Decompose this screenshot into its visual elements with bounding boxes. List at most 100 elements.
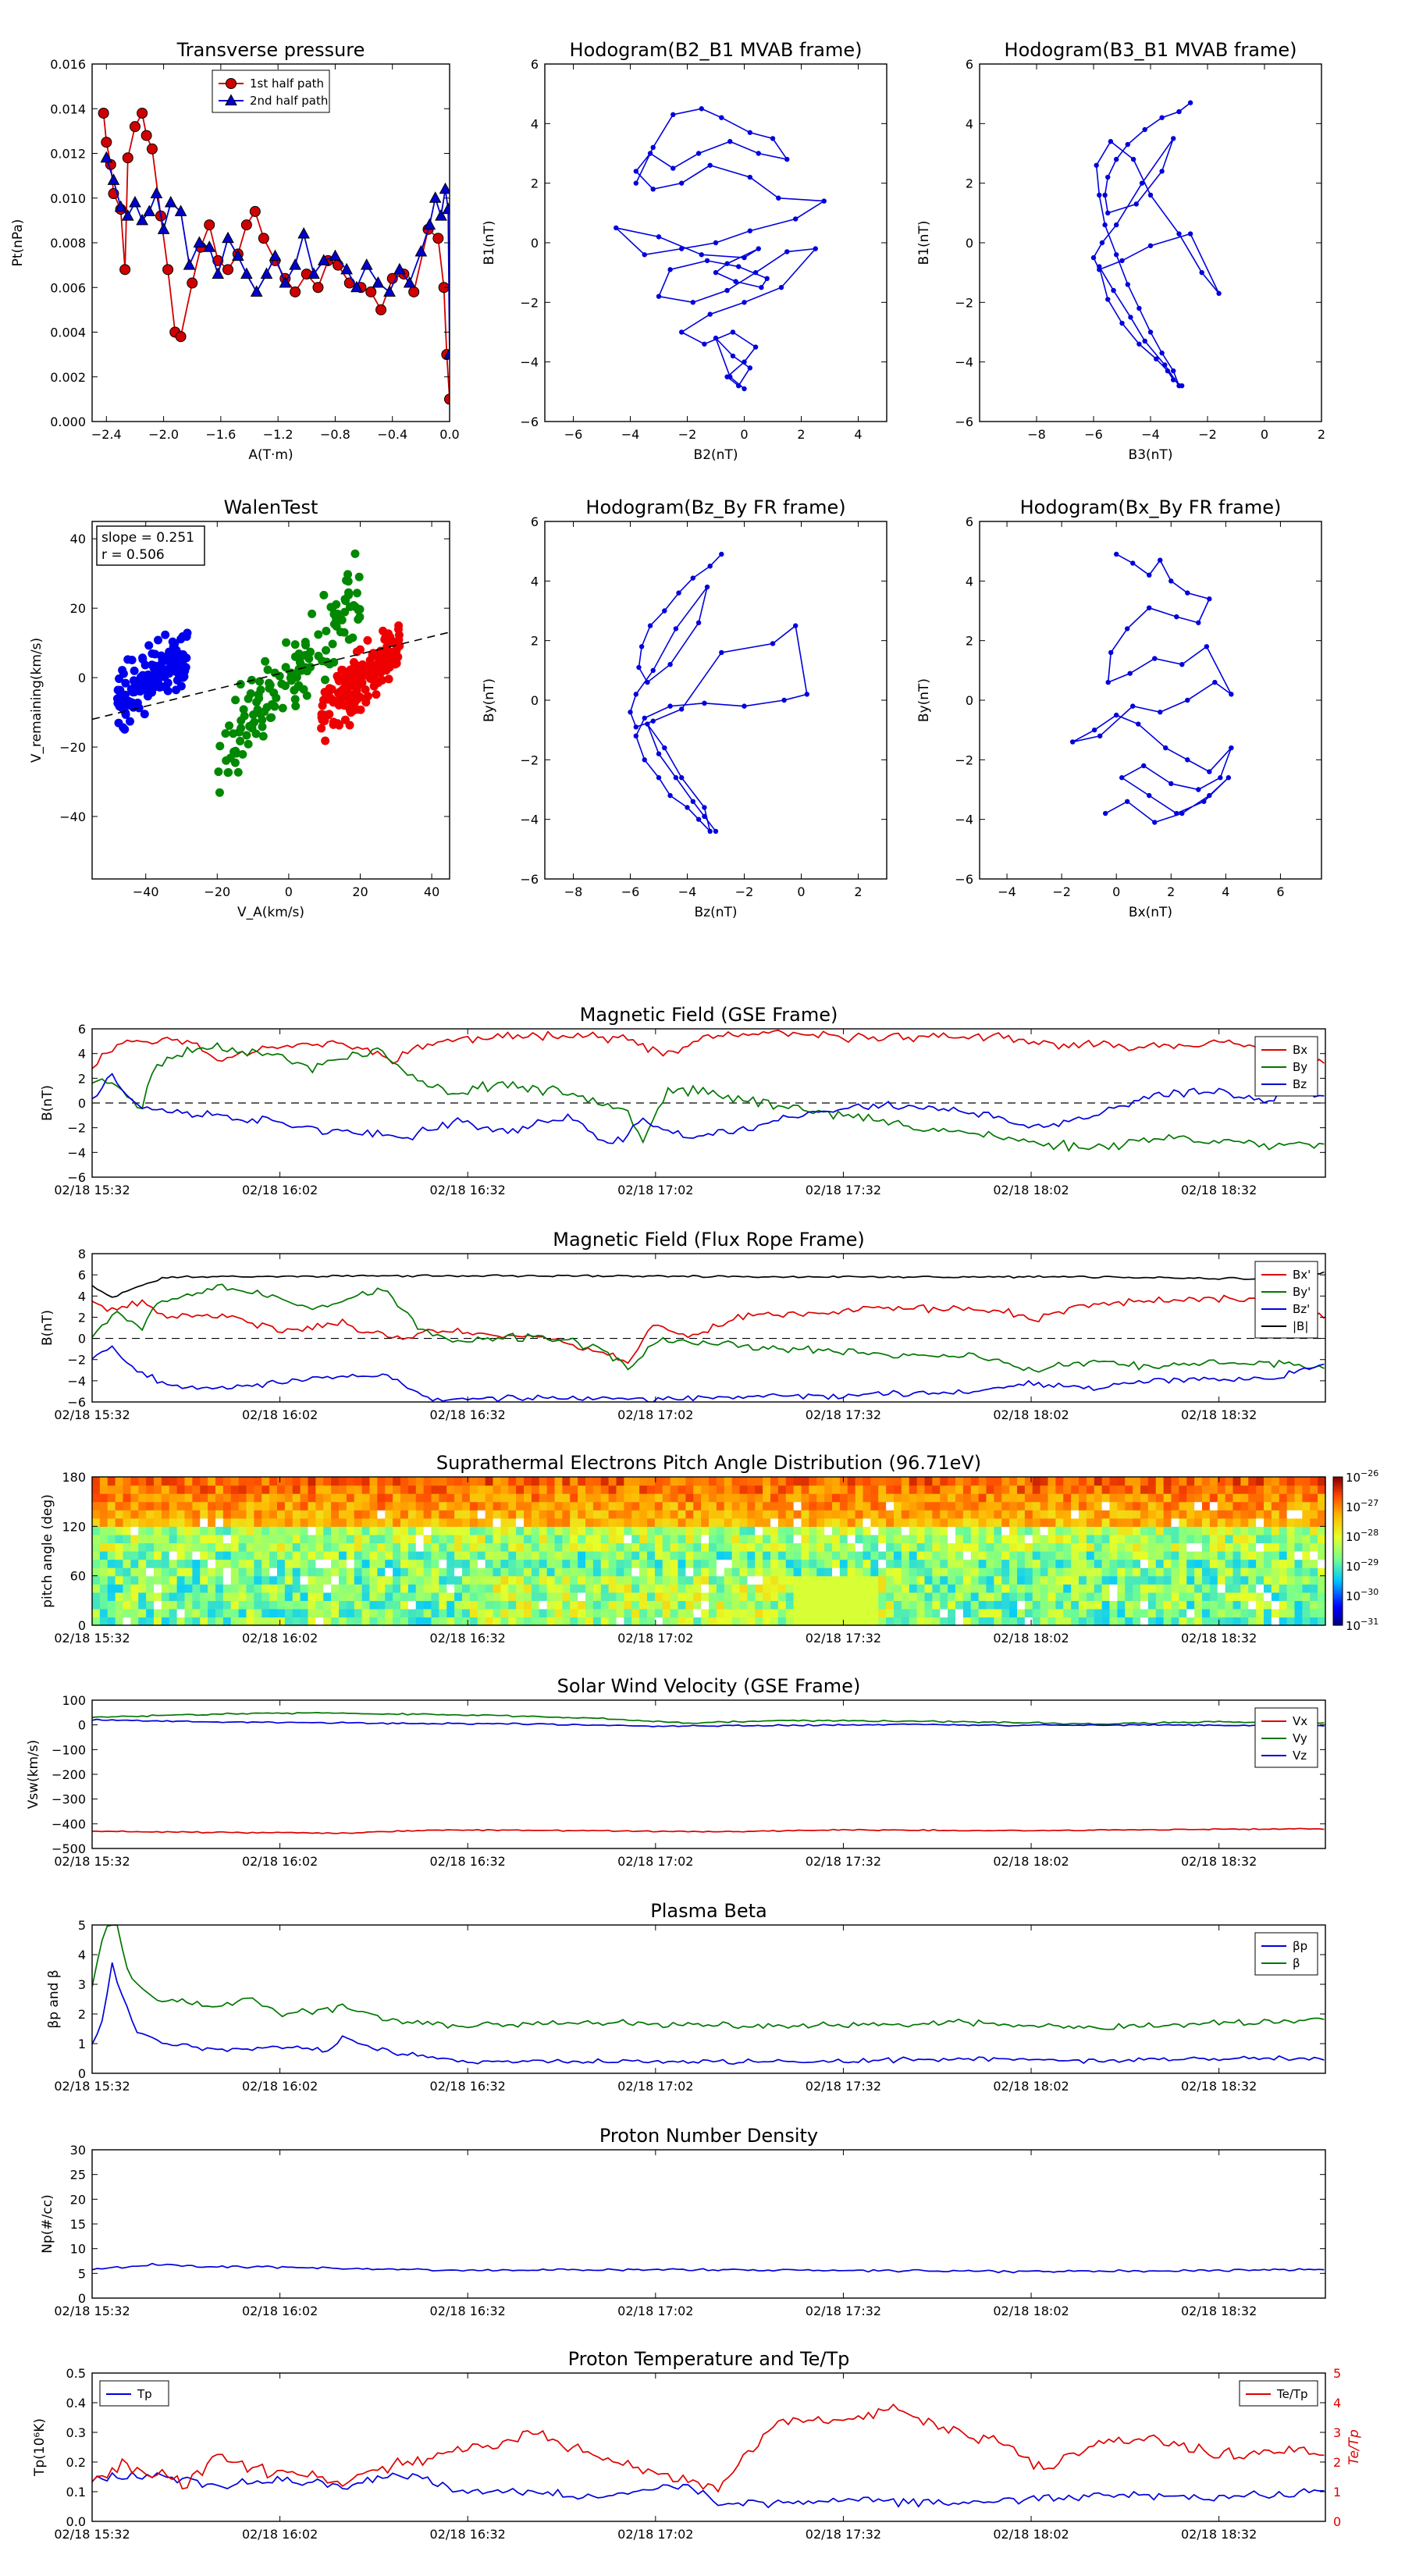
tp-axes-frame xyxy=(91,63,450,422)
pad-cell xyxy=(709,1592,717,1601)
hodo_bzby-point xyxy=(645,721,650,727)
pad-cell xyxy=(770,1617,779,1626)
pad-cell xyxy=(839,1551,848,1560)
mag_fr-xtick-label: 02/18 17:32 xyxy=(806,1407,881,1422)
pad-cell xyxy=(1302,1542,1311,1552)
pad-cell xyxy=(1040,1551,1049,1560)
hodo_b3b1-point xyxy=(1199,269,1204,276)
pad-cell xyxy=(238,1485,247,1494)
walen-point-blue xyxy=(123,655,133,664)
pad-cell xyxy=(1125,1493,1133,1503)
pad-cell xyxy=(716,1517,725,1527)
pad-cell xyxy=(940,1542,948,1552)
walen-point-blue xyxy=(144,641,154,650)
pad-cell xyxy=(870,1517,879,1527)
pad-cell xyxy=(1318,1510,1326,1519)
pad-cell xyxy=(524,1501,532,1510)
pad-cell xyxy=(192,1608,201,1618)
tp-point xyxy=(107,173,120,185)
pad-cell xyxy=(770,1567,779,1577)
pad-colorbar-band xyxy=(1333,1617,1343,1621)
pad-cell xyxy=(793,1567,802,1577)
pad-cell xyxy=(469,1600,478,1610)
pad-cell xyxy=(361,1517,371,1527)
mag_gse-xtick-label: 02/18 17:02 xyxy=(617,1183,693,1197)
pad-cell xyxy=(1125,1510,1133,1519)
pad-cell xyxy=(446,1517,455,1527)
pad-cell xyxy=(909,1534,918,1544)
pad-cell xyxy=(1147,1493,1157,1503)
pad-cell xyxy=(138,1477,147,1486)
walen-point-green xyxy=(267,700,276,710)
pad-cell xyxy=(531,1551,540,1560)
hodo_b2b1-point xyxy=(727,139,733,144)
hodo_b2b1-point xyxy=(719,115,724,120)
pad-cell xyxy=(970,1584,980,1593)
pad-cell xyxy=(346,1501,355,1510)
pad-cell xyxy=(284,1493,293,1503)
pad-cell xyxy=(1171,1501,1179,1510)
pad-cell xyxy=(624,1501,632,1510)
pad-cell xyxy=(1048,1617,1056,1626)
hodo_b3b1-trace xyxy=(1093,101,1220,386)
pad-cell xyxy=(284,1584,293,1593)
pad-cell xyxy=(200,1600,208,1610)
pad-cell xyxy=(647,1510,656,1519)
pad-cell xyxy=(1071,1534,1080,1544)
pad-cell xyxy=(477,1501,486,1510)
pad-cell xyxy=(685,1551,694,1560)
pad-cell xyxy=(208,1517,216,1527)
hodo_b2b1-point xyxy=(633,180,638,186)
pad-cell xyxy=(230,1526,240,1535)
pad-cell xyxy=(839,1477,848,1486)
pad-cell xyxy=(130,1501,139,1510)
pad-cell xyxy=(1009,1600,1018,1610)
pad-cell xyxy=(970,1575,980,1585)
pad-cell xyxy=(284,1517,293,1527)
walen-ytick-label: 40 xyxy=(70,532,86,546)
pad-cell xyxy=(554,1510,563,1519)
walen-point-green xyxy=(269,688,279,697)
pad-cell xyxy=(670,1477,679,1486)
pad-cell xyxy=(962,1617,972,1626)
pad-cell xyxy=(1071,1551,1080,1560)
pad-cell xyxy=(500,1608,509,1618)
pad-cell xyxy=(962,1592,972,1601)
tp-point xyxy=(308,267,320,279)
pad-cell xyxy=(246,1559,254,1568)
pad-cell xyxy=(284,1551,293,1560)
pad-cell xyxy=(269,1600,278,1610)
pad-cell xyxy=(361,1551,371,1560)
pad-cell xyxy=(855,1617,864,1626)
pad-cell xyxy=(123,1559,131,1568)
pad-cell xyxy=(592,1517,602,1527)
pad-cell xyxy=(948,1526,956,1535)
pad-cell xyxy=(339,1584,347,1593)
pad-colorbar-label: 10−30 xyxy=(1346,1587,1378,1603)
pad-cell xyxy=(724,1534,733,1544)
hodo_b2b1-ytick-label: −6 xyxy=(520,415,539,429)
pad-cell xyxy=(1155,1485,1165,1494)
hodo_b2b1-point xyxy=(695,151,702,156)
pad-cell xyxy=(693,1584,702,1593)
pad-cell xyxy=(300,1542,309,1552)
hodo_b3b1-point xyxy=(1090,254,1097,261)
pad-cell xyxy=(107,1592,116,1601)
hodo_bzby-point xyxy=(690,799,695,804)
pad-cell xyxy=(816,1501,825,1510)
pad-cell xyxy=(277,1517,286,1527)
pad-cell xyxy=(616,1526,624,1535)
hodo_bxby-point xyxy=(1185,697,1190,703)
pad-cell xyxy=(146,1559,155,1568)
pad-cell xyxy=(230,1517,240,1527)
pad-cell xyxy=(839,1567,848,1577)
pad-cell xyxy=(339,1600,347,1610)
beta-series-p xyxy=(92,1962,1325,2065)
pad-cell xyxy=(400,1559,409,1568)
pad-cell xyxy=(1094,1501,1103,1510)
hodo_b3b1-point xyxy=(1136,341,1142,347)
pad-cell xyxy=(400,1534,409,1544)
pad-cell xyxy=(578,1592,586,1601)
pad-cell xyxy=(916,1542,926,1552)
pad-cell xyxy=(994,1600,1002,1610)
